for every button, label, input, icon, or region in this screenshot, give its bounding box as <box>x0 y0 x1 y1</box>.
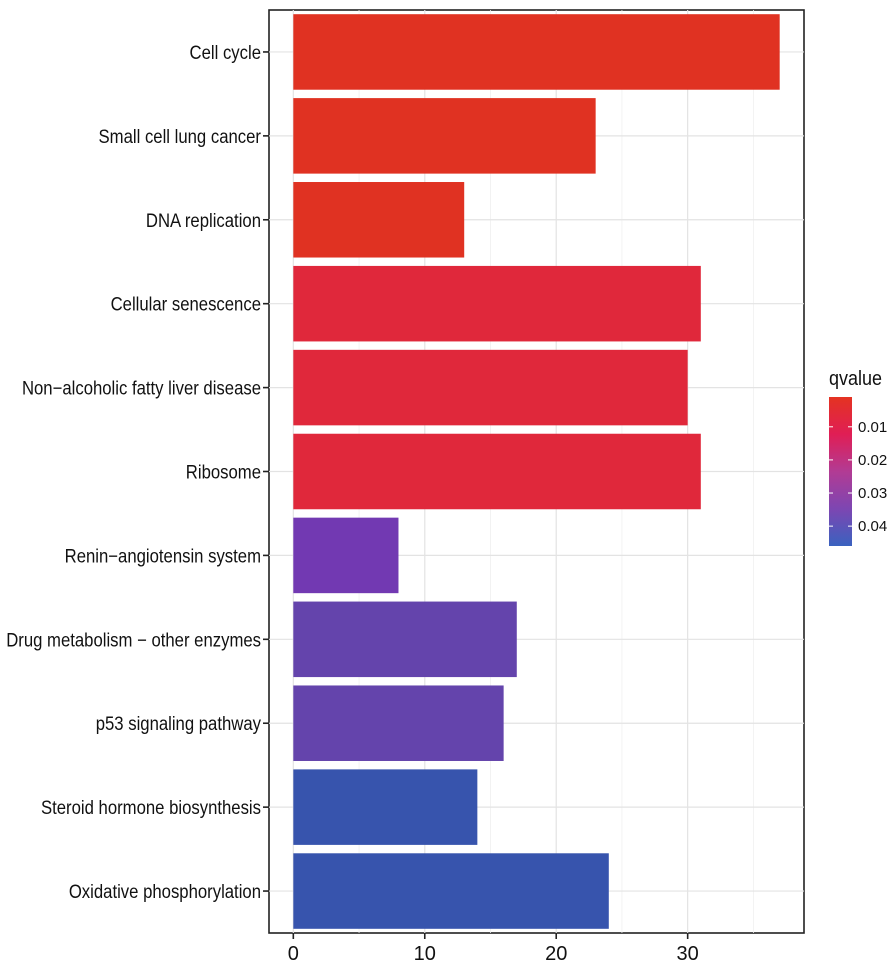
bar <box>293 685 504 761</box>
bar <box>293 433 701 510</box>
legend-tick-label: 0.02 <box>858 452 887 469</box>
legend-title: qvalue <box>829 368 882 390</box>
bar <box>293 182 465 258</box>
category-label: Oxidative phosphorylation <box>69 881 261 902</box>
qvalue-legend: qvalue 0.01 0.02 0.03 0.04 <box>829 368 887 546</box>
bar <box>293 769 478 845</box>
category-label: Small cell lung cancer <box>99 126 261 147</box>
x-tick-label: 10 <box>414 943 436 962</box>
x-tick-label: 0 <box>288 943 299 962</box>
bar <box>293 98 596 174</box>
category-label: Non−alcoholic fatty liver disease <box>22 378 261 399</box>
category-labels: Cell cycle Small cell lung cancer DNA repl… <box>6 42 269 902</box>
category-label: Drug metabolism − other enzymes <box>6 629 261 650</box>
legend-tick-label: 0.04 <box>858 518 887 535</box>
category-label: DNA replication <box>146 210 261 231</box>
bar <box>293 14 780 90</box>
category-label: Cellular senescence <box>111 294 261 315</box>
bar <box>293 265 701 342</box>
legend-tick-label: 0.03 <box>858 485 887 502</box>
x-tick-label: 20 <box>545 943 567 962</box>
bar <box>293 853 609 929</box>
category-label: Steroid hormone biosynthesis <box>41 797 261 818</box>
category-label: Renin−angiotensin system <box>65 545 261 566</box>
category-label: Cell cycle <box>190 42 262 63</box>
category-label: p53 signaling pathway <box>96 713 261 734</box>
bar <box>293 517 399 594</box>
x-axis-ticks: 0 10 20 30 <box>288 933 699 962</box>
bar <box>293 349 688 426</box>
bar <box>293 601 517 678</box>
bars <box>293 14 780 929</box>
category-label: Ribosome <box>186 462 261 483</box>
legend-tick-label: 0.01 <box>858 419 887 436</box>
legend-colorbar <box>829 397 852 546</box>
legend-ticks: 0.01 0.02 0.03 0.04 <box>829 419 887 535</box>
x-tick-label: 30 <box>677 943 699 962</box>
